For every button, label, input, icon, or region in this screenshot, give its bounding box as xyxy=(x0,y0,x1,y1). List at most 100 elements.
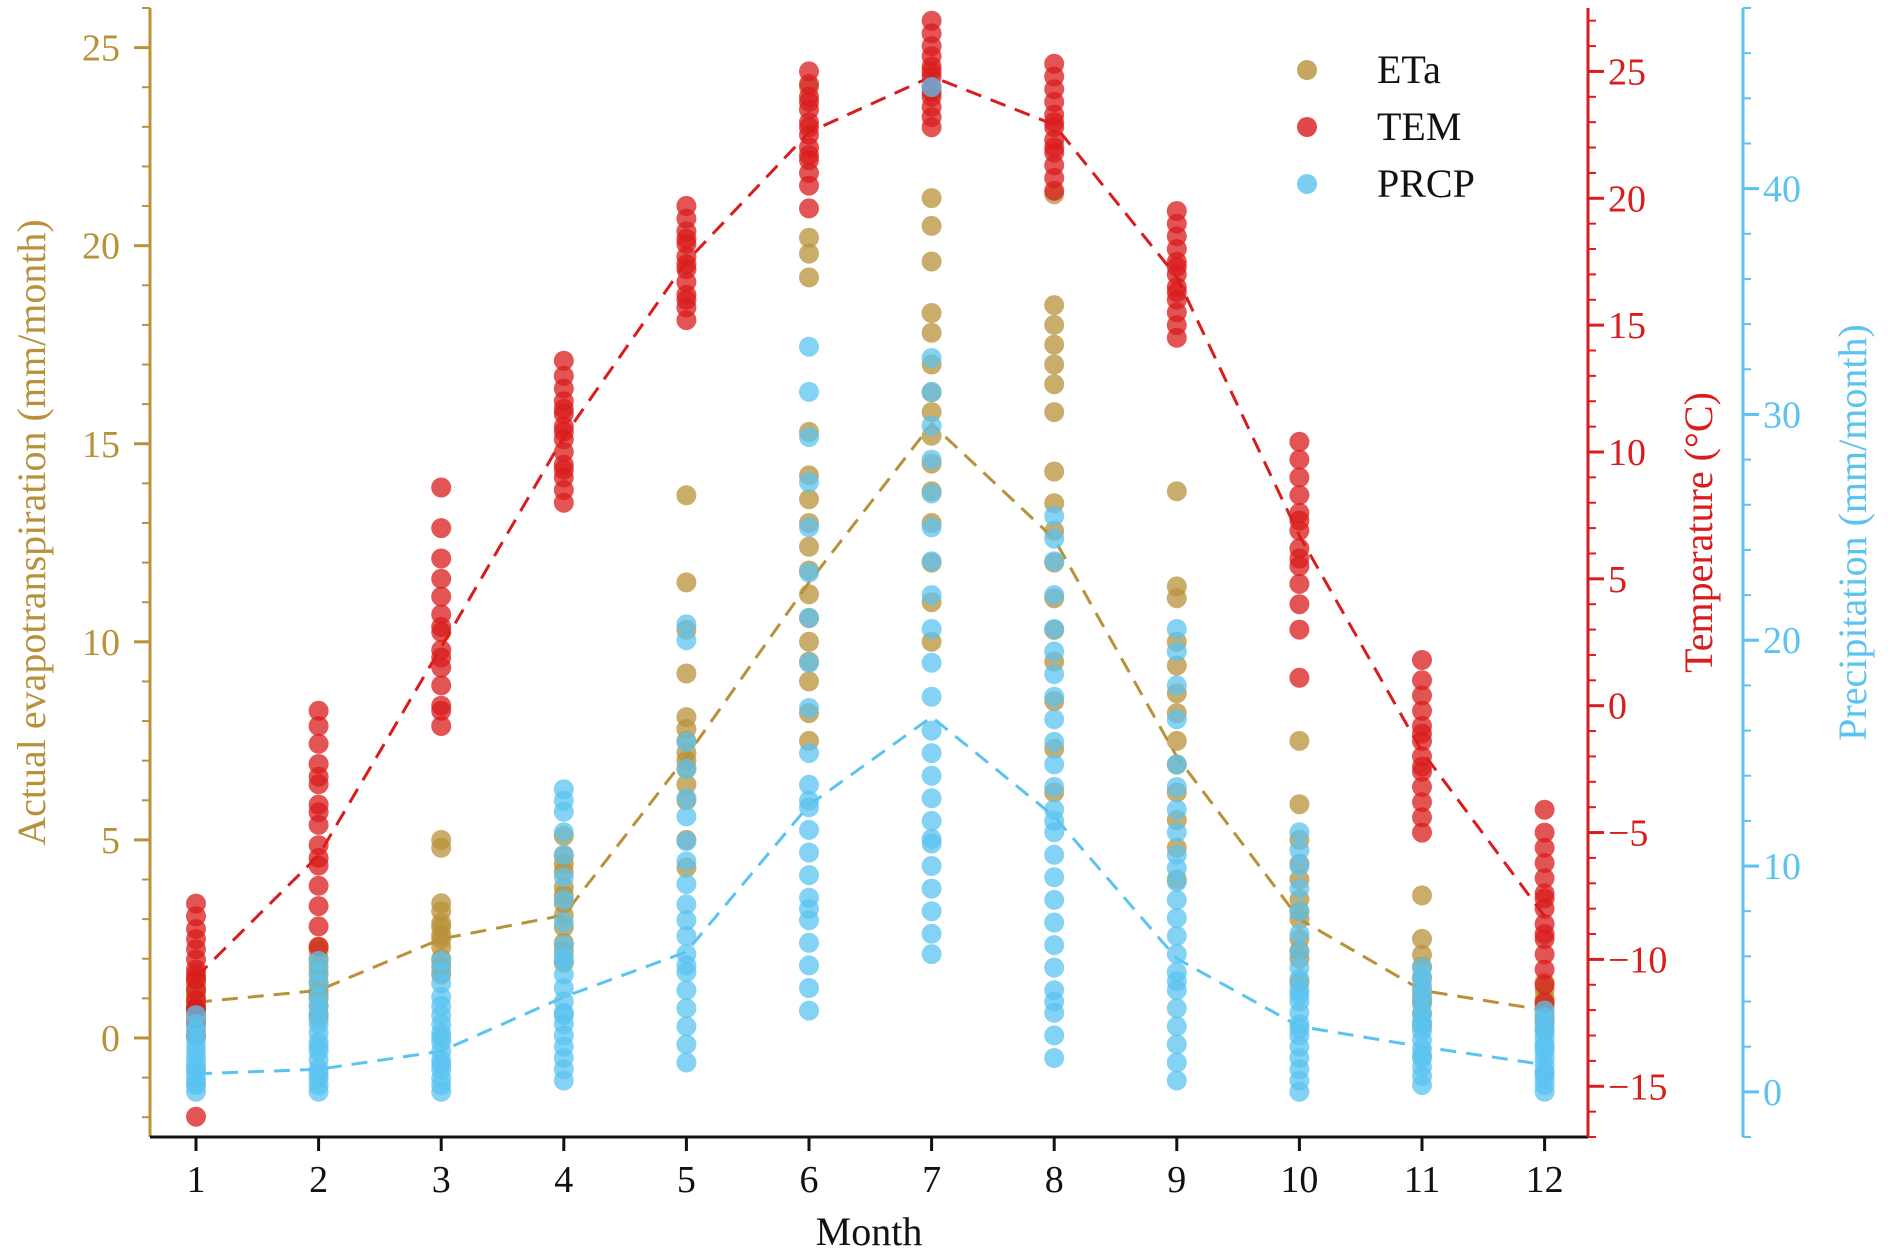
data-point xyxy=(1412,756,1432,777)
data-point xyxy=(1534,853,1555,873)
data-point xyxy=(1412,1045,1432,1066)
data-point xyxy=(1412,792,1432,813)
data-point xyxy=(676,289,697,310)
data-point xyxy=(1044,1025,1065,1046)
right1-tick-label: −10 xyxy=(1608,939,1667,981)
data-point xyxy=(1044,334,1065,355)
data-point xyxy=(431,617,452,637)
legend-item-eta: ETa xyxy=(1297,47,1441,92)
legend-item-tem: TEM xyxy=(1297,104,1461,149)
data-point xyxy=(799,698,819,718)
data-point xyxy=(1289,730,1310,751)
data-point xyxy=(1044,889,1065,910)
right2-axis-title: Precipitation (mm/month) xyxy=(1830,324,1875,741)
x-tick-label: 2 xyxy=(309,1159,328,1201)
data-point xyxy=(1044,664,1065,685)
data-point xyxy=(1166,641,1187,662)
data-point xyxy=(1289,594,1310,615)
data-point xyxy=(676,894,697,915)
left-tick-label: 20 xyxy=(82,226,120,268)
data-point xyxy=(1044,777,1065,797)
data-point xyxy=(1166,675,1187,696)
data-point xyxy=(1166,889,1187,910)
data-point xyxy=(308,766,329,787)
data-point xyxy=(676,758,697,779)
x-tick-label: 10 xyxy=(1280,1159,1318,1201)
data-point xyxy=(799,489,819,510)
data-point xyxy=(431,917,452,937)
data-point xyxy=(1044,731,1065,752)
data-point xyxy=(308,950,329,971)
data-point xyxy=(676,851,697,872)
data-point xyxy=(431,829,452,850)
data-point xyxy=(1289,449,1310,470)
data-point xyxy=(1044,991,1065,1012)
data-point xyxy=(1044,53,1065,74)
data-point xyxy=(921,652,942,673)
data-point xyxy=(799,607,819,628)
data-point xyxy=(431,586,452,607)
data-point xyxy=(1044,619,1065,639)
data-point xyxy=(1044,1048,1065,1068)
series-tem xyxy=(186,10,1555,1127)
data-point xyxy=(431,1054,452,1075)
data-point xyxy=(1166,944,1187,965)
data-point xyxy=(553,946,574,967)
data-point xyxy=(186,964,206,985)
data-point xyxy=(1166,481,1187,502)
data-point xyxy=(921,10,942,31)
data-point xyxy=(921,322,942,343)
data-point xyxy=(676,910,697,931)
left-tick-label: 15 xyxy=(82,424,120,466)
data-point xyxy=(799,267,819,288)
data-point xyxy=(1044,528,1065,549)
data-point xyxy=(921,619,942,639)
data-point xyxy=(799,898,819,919)
data-point xyxy=(676,572,697,593)
data-point xyxy=(799,198,819,219)
data-point xyxy=(676,630,697,651)
data-point xyxy=(186,1072,206,1093)
data-point xyxy=(1534,888,1555,909)
data-point xyxy=(1044,709,1065,730)
left-tick-label: 0 xyxy=(101,1018,120,1060)
data-point xyxy=(676,485,697,506)
series-prcp xyxy=(186,77,1555,1102)
data-point xyxy=(799,978,819,998)
data-point xyxy=(921,415,942,436)
data-point xyxy=(676,806,697,827)
data-point xyxy=(799,517,819,538)
data-point xyxy=(1534,959,1555,980)
data-point xyxy=(799,743,819,764)
data-point xyxy=(1166,908,1187,928)
data-point xyxy=(799,472,819,493)
series-eta xyxy=(186,77,1555,1040)
right1-tick-label: 20 xyxy=(1608,178,1646,220)
data-point xyxy=(1044,912,1065,933)
data-point xyxy=(921,923,942,944)
data-point xyxy=(921,878,942,899)
data-point xyxy=(676,1034,697,1055)
legend-label: PRCP xyxy=(1377,161,1475,206)
data-point xyxy=(553,779,574,800)
data-point xyxy=(1412,928,1432,949)
data-point xyxy=(1166,971,1187,992)
data-point xyxy=(921,788,942,809)
data-point xyxy=(431,675,452,696)
data-point xyxy=(1166,777,1187,797)
data-point xyxy=(1289,431,1310,452)
right1-tick-label: 15 xyxy=(1608,305,1646,347)
data-point xyxy=(799,842,819,863)
mean-line-eta xyxy=(195,421,1545,1012)
data-point xyxy=(308,700,329,721)
data-point xyxy=(676,874,697,895)
data-point xyxy=(1166,709,1187,730)
data-point xyxy=(1289,467,1310,488)
data-point xyxy=(799,774,819,795)
data-point xyxy=(308,875,329,896)
data-point xyxy=(308,1063,329,1084)
data-point xyxy=(921,188,942,209)
data-point xyxy=(431,893,452,914)
data-point xyxy=(1289,822,1310,843)
data-point xyxy=(921,251,942,272)
